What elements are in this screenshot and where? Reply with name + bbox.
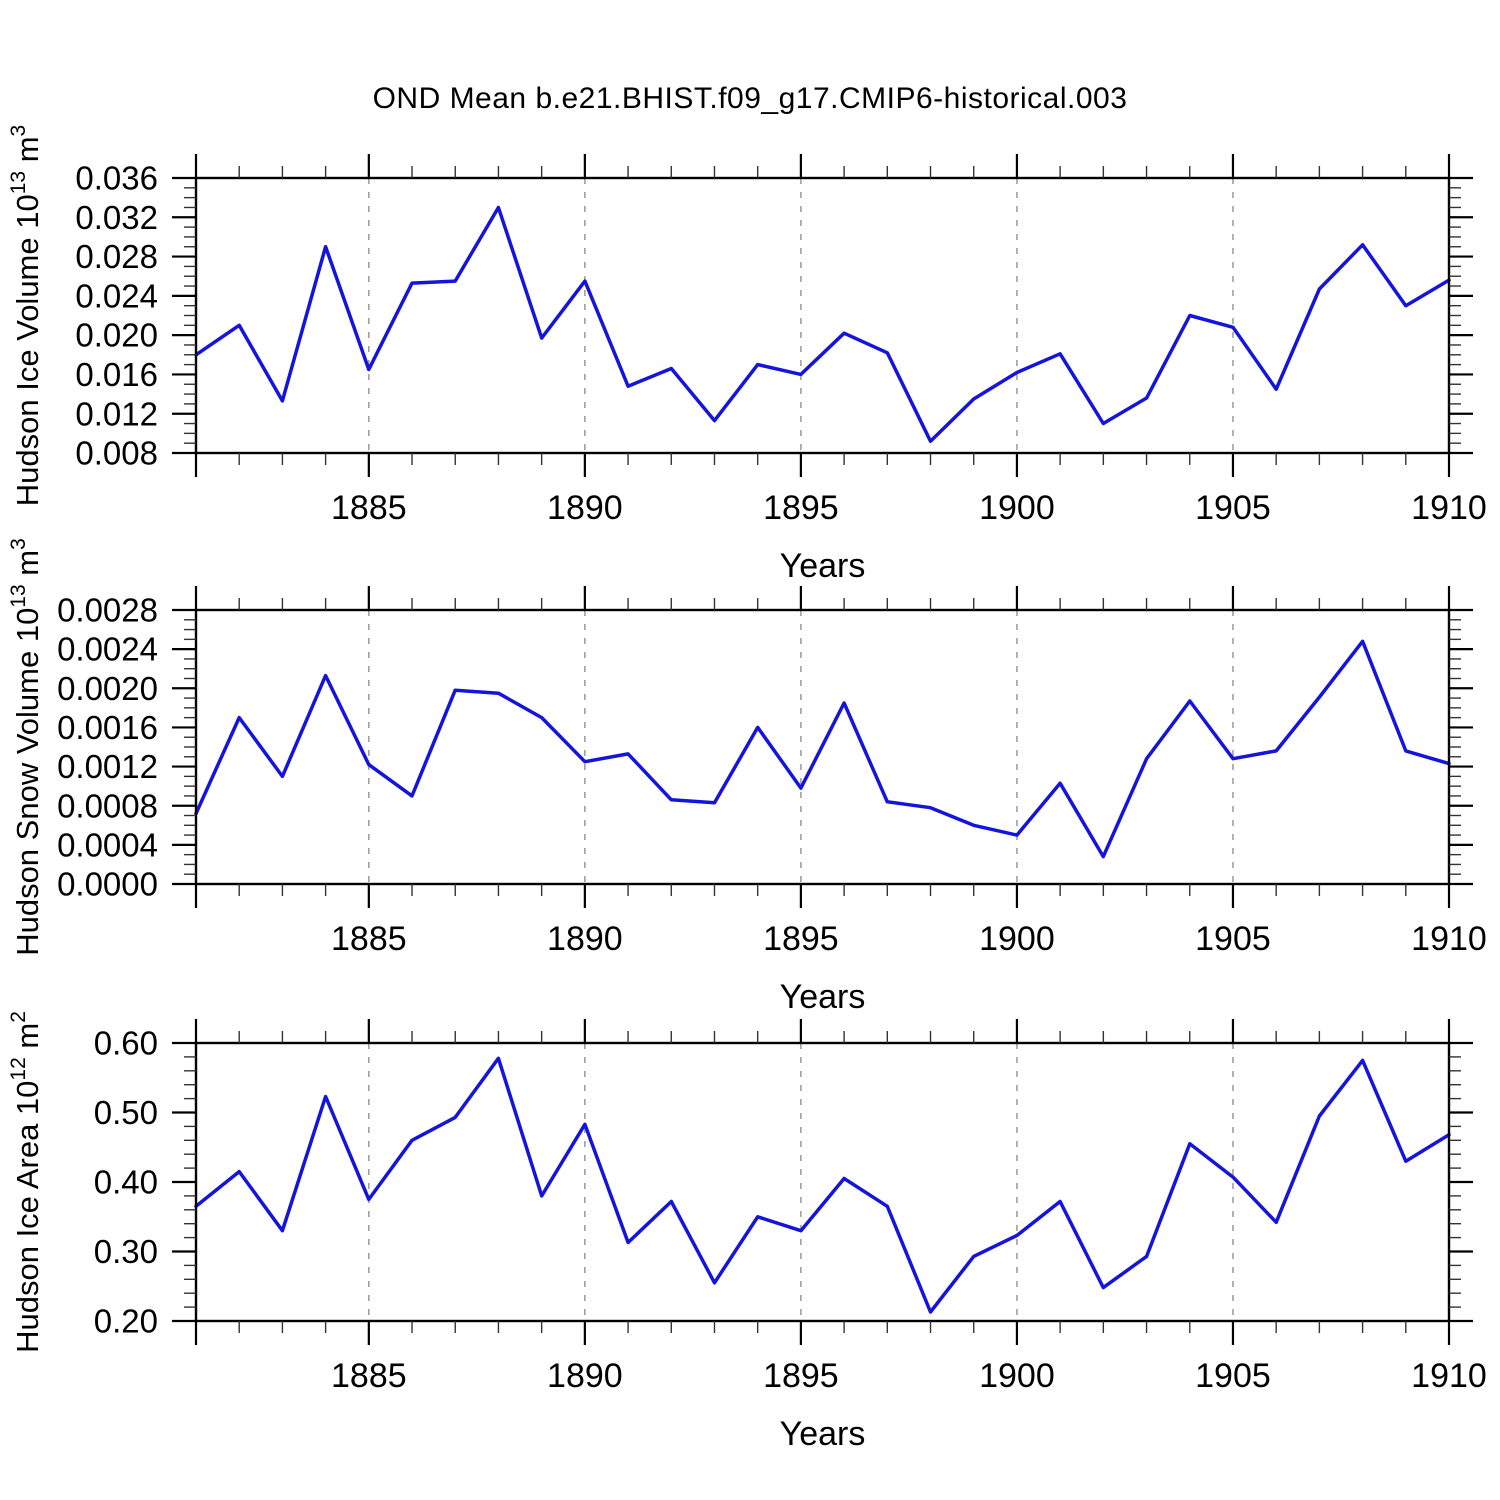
x-tick-label: 1890 <box>547 489 623 527</box>
y-tick-label: 0.0000 <box>57 866 158 903</box>
x-tick-label: 1900 <box>979 920 1055 958</box>
x-tick-label: 1890 <box>547 1357 623 1395</box>
x-tick-label: 1885 <box>331 1357 407 1395</box>
y-tick-label: 0.30 <box>94 1233 158 1270</box>
x-tick-label: 1885 <box>331 489 407 527</box>
y-tick-label: 0.0016 <box>57 709 158 746</box>
y-tick-label: 0.0020 <box>57 670 158 707</box>
data-line-hudson-ice-volume <box>194 205 1451 443</box>
x-tick-label: 1910 <box>1411 920 1487 958</box>
y-tick-label: 0.20 <box>94 1303 158 1340</box>
y-tick-label: 0.0008 <box>57 787 158 824</box>
y-tick-label: 0.0004 <box>57 826 158 863</box>
x-tick-label: 1905 <box>1195 489 1271 527</box>
x-tick-label: 1905 <box>1195 1357 1271 1395</box>
y-tick-label: 0.020 <box>75 317 158 354</box>
y-tick-label: 0.016 <box>75 356 158 393</box>
panel-hudson-snow-volume: 1885 1890 1895 1900 1905 1910Years0.00280.002… <box>7 538 1487 1016</box>
data-line-hudson-ice-area <box>194 1056 1451 1314</box>
y-tick-label: 0.40 <box>94 1164 158 1201</box>
y-axis-title: Hudson Ice Area 1012 m2 <box>7 1011 45 1353</box>
y-axis-title: Hudson Snow Volume 1013 m3 <box>7 538 45 956</box>
figure-title: OND Mean b.e21.BHIST.f09_g17.CMIP6-histo… <box>372 82 1128 115</box>
y-tick-label: 0.008 <box>75 435 158 472</box>
y-tick-label: 0.012 <box>75 395 158 432</box>
y-tick-label: 0.0024 <box>57 631 158 668</box>
y-tick-label: 0.036 <box>75 160 158 197</box>
y-tick-label: 0.60 <box>94 1025 158 1062</box>
x-tick-label: 1890 <box>547 920 623 958</box>
data-line-hudson-snow-volume <box>194 639 1451 859</box>
x-tick-label: 1885 <box>331 920 407 958</box>
x-tick-label: 1895 <box>763 489 839 527</box>
x-axis-title: Years <box>780 978 866 1016</box>
y-axis-title: Hudson Ice Volume 1013 m3 <box>7 125 45 506</box>
plot-frame <box>194 176 1451 455</box>
panel-hudson-ice-area: 1885 1890 1895 1900 1905 1910 Years 0.60 0.50 0.4… <box>7 1011 1487 1453</box>
y-tick-label: 0.50 <box>94 1094 158 1131</box>
y-tick-label: 0.024 <box>75 277 158 314</box>
x-tick-label: 1905 <box>1195 920 1271 958</box>
x-tick-label: 1895 <box>763 920 839 958</box>
plot-frame <box>194 1041 1451 1323</box>
x-tick-label: 1900 <box>979 489 1055 527</box>
y-tick-label: 0.0028 <box>57 592 158 629</box>
panel-hudson-ice-volume: 1885 1890 1895 1900 1905 1910Years0.0360.0320… <box>7 125 1487 585</box>
y-tick-label: 0.0012 <box>57 748 158 785</box>
x-tick-label: 1900 <box>979 1357 1055 1395</box>
y-tick-label: 0.032 <box>75 199 158 236</box>
x-tick-label: 1910 <box>1411 1357 1487 1395</box>
y-tick-label: 0.028 <box>75 238 158 275</box>
x-tick-label: 1895 <box>763 1357 839 1395</box>
x-axis-title: Years <box>780 547 866 585</box>
x-tick-label: 1910 <box>1411 489 1487 527</box>
x-axis-title: Years <box>780 1415 866 1453</box>
